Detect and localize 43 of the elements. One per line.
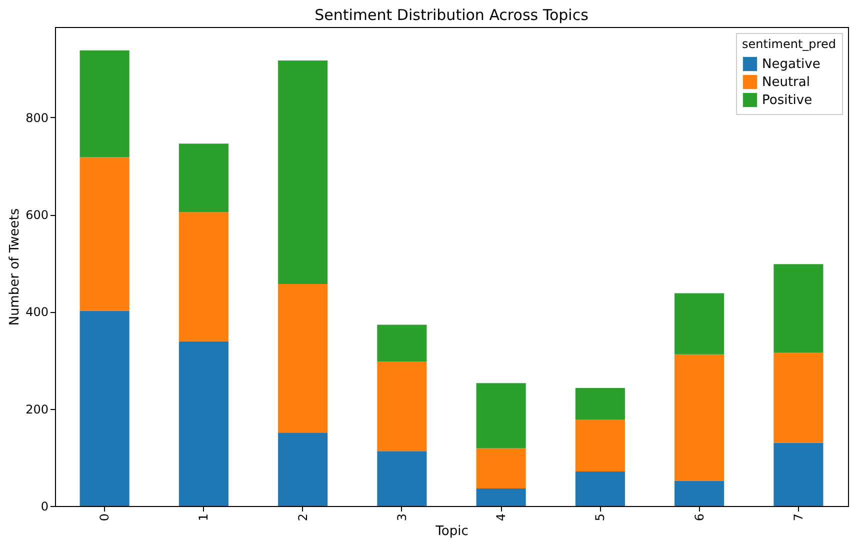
y-tick-label: 600 [26, 208, 48, 222]
y-axis-title: Number of Tweets [8, 208, 23, 326]
bar [674, 293, 724, 354]
y-tick-label: 800 [26, 110, 48, 125]
y-tick-label: 200 [26, 402, 48, 416]
x-axis-title: Topic [434, 524, 468, 540]
bar [377, 324, 427, 362]
x-tick-label: 2 [296, 514, 310, 522]
bar [774, 352, 824, 443]
bar [674, 480, 724, 506]
y-tick-label: 400 [26, 305, 48, 320]
x-tick-label: 6 [692, 514, 706, 522]
x-tick-label: 4 [494, 514, 508, 522]
bar [178, 341, 228, 506]
x-tick-label: 1 [196, 514, 211, 522]
bar [575, 472, 625, 506]
bar [774, 264, 824, 352]
bar [575, 420, 625, 472]
bar [575, 388, 625, 420]
x-tick-label: 7 [791, 514, 806, 522]
bar [278, 60, 328, 284]
bar [178, 212, 228, 342]
x-tick-label: 0 [98, 514, 112, 522]
bar [80, 157, 130, 311]
bar [80, 50, 130, 158]
bar [774, 442, 824, 506]
legend-label: Positive [762, 93, 812, 108]
bar [80, 310, 130, 506]
bar [278, 432, 328, 506]
bar [278, 284, 328, 433]
legend-title: sentiment_pred [742, 37, 836, 51]
legend-label: Neutral [762, 75, 810, 90]
bar [674, 354, 724, 481]
bar [377, 451, 427, 506]
legend-label: Negative [762, 57, 820, 72]
bar [476, 448, 526, 489]
x-tick-label: 3 [394, 514, 409, 522]
bar [476, 383, 526, 448]
bar [476, 488, 526, 506]
x-tick-label: 5 [593, 514, 608, 522]
bar [178, 144, 228, 212]
bar [377, 362, 427, 452]
chart-title: Sentiment Distribution Across Topics [314, 6, 589, 24]
